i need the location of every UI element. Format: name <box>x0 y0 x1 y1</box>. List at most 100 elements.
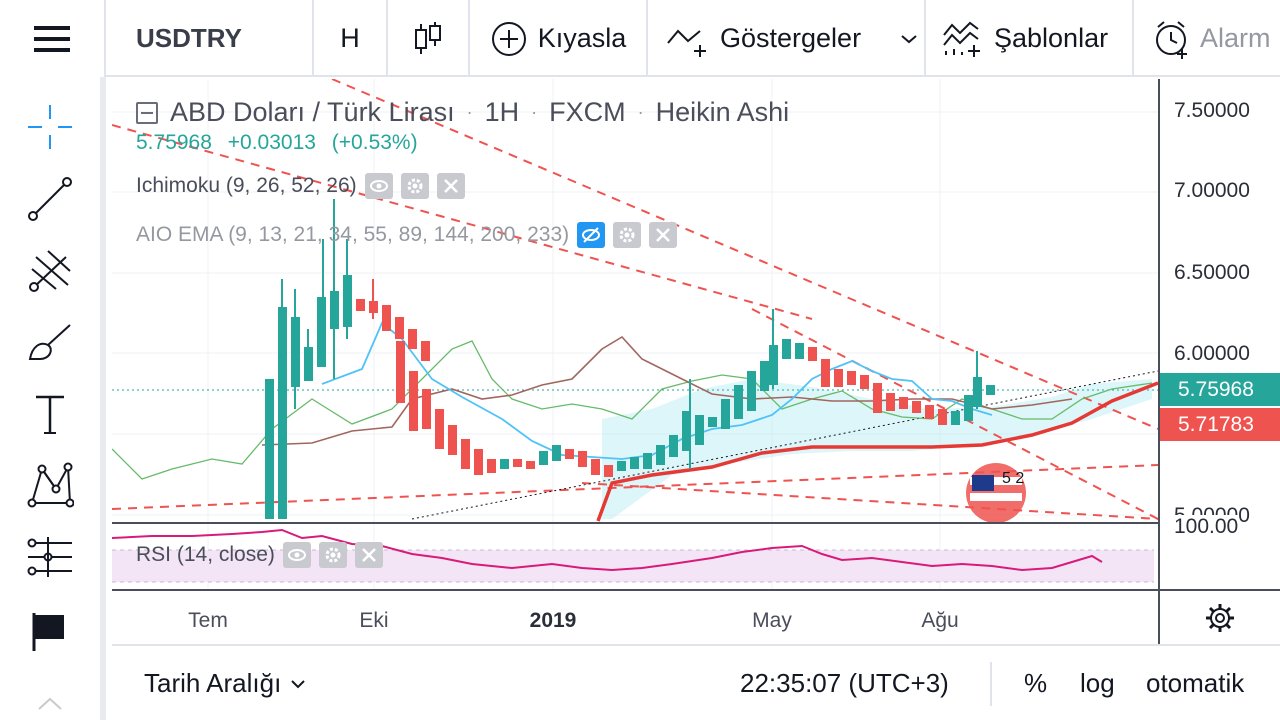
alarm-clock-icon <box>1156 20 1187 59</box>
measure-tool[interactable] <box>0 533 100 581</box>
price-axis[interactable]: 7.50000 7.00000 6.50000 6.00000 5.75968 … <box>1158 79 1280 589</box>
indicators-label: Göstergeler <box>720 23 862 53</box>
eye-icon <box>287 549 306 561</box>
bottom-bar: Tarih Aralığı 22:35:07 (UTC+3) % log oto… <box>112 644 1280 720</box>
ichimoku-base-line <box>261 335 1073 446</box>
compare-label: Kıyasla <box>537 23 627 53</box>
gear-icon <box>325 547 341 563</box>
pitchfork-tool[interactable] <box>0 245 100 293</box>
chart-legend: ABD Doları / Türk Lirası · 1H · FXCM · H… <box>112 79 1158 279</box>
rsi-line <box>112 528 1103 572</box>
chevron-up-icon <box>38 697 62 710</box>
interval-button[interactable]: H <box>314 0 388 77</box>
time-axis-label: May <box>752 609 792 632</box>
alarm-button[interactable]: Alarm <box>1134 0 1280 77</box>
scroll-up-indicator[interactable] <box>0 695 100 711</box>
main-chart-pane[interactable]: 5 2 ABD Doları / Türk Lirası · 1H · FXCM… <box>112 79 1158 589</box>
legend-separator: · <box>531 102 538 122</box>
rsi-settings-button[interactable] <box>318 542 347 568</box>
legend-chart-style: Heikin Ashi <box>655 97 790 127</box>
time-axis-label: 2019 <box>529 609 577 632</box>
templates-icon <box>943 21 980 57</box>
text-tool[interactable] <box>0 389 100 437</box>
gear-icon <box>1206 603 1234 632</box>
clock-timezone[interactable]: 22:35:07 (UTC+3) <box>740 668 949 698</box>
aio-ema-settings-button[interactable] <box>613 222 642 248</box>
ichimoku-settings-button[interactable] <box>400 173 429 199</box>
text-icon <box>36 395 64 434</box>
aio-ema-visibility-button[interactable] <box>577 222 606 248</box>
chart-settings-button[interactable] <box>1158 589 1280 644</box>
plus-circle-icon <box>491 21 526 56</box>
pattern-tool[interactable] <box>0 461 100 509</box>
measure-icon <box>27 537 72 577</box>
last-price-value: 5.75968 <box>136 131 212 154</box>
time-axis-label: Tem <box>188 609 228 632</box>
flag-tool[interactable] <box>0 607 100 655</box>
ichimoku-leading-span-b <box>596 381 1158 522</box>
time-axis-label: Eki <box>359 609 389 632</box>
crosshair-tool[interactable] <box>0 103 100 151</box>
bottom-divider <box>990 662 992 706</box>
interval-label: H <box>340 23 360 53</box>
top-toolbar: USDTRY H Kıyasla Göstergeler <box>0 0 1280 77</box>
close-icon <box>656 228 671 242</box>
brush-tool[interactable] <box>0 317 100 365</box>
collapse-legend-button[interactable] <box>136 101 158 124</box>
flag-icon <box>32 613 64 651</box>
rsi-pane[interactable]: RSI (14, close) <box>112 522 1158 588</box>
pattern-icon <box>27 462 74 508</box>
ichimoku-visibility-button[interactable] <box>364 173 393 199</box>
legend-separator: · <box>466 102 473 122</box>
alarm-label: Alarm <box>1200 23 1271 53</box>
brush-icon <box>28 324 71 360</box>
symbol-full-name: ABD Doları / Türk Lirası <box>170 97 455 127</box>
rsi-visibility-button[interactable] <box>282 542 311 568</box>
compare-button[interactable]: Kıyasla <box>470 0 648 77</box>
price-axis-label: 7.50000 <box>1174 99 1250 122</box>
aio-ema-remove-button[interactable] <box>649 222 678 248</box>
crosshair-icon <box>28 105 72 149</box>
ichimoku-conversion-line <box>321 321 993 460</box>
candle-icon <box>415 21 441 54</box>
change-value: +0.03013 <box>227 131 316 154</box>
price-chart-canvas: 5 2 <box>112 79 1158 589</box>
symbol-label: USDTRY <box>136 23 242 53</box>
menu-icon <box>34 25 70 52</box>
indicators-button[interactable]: Göstergeler <box>648 0 926 77</box>
current-price-tag: 5.75968 <box>1160 373 1280 406</box>
price-axis-label: 6.50000 <box>1174 261 1250 284</box>
rsi-axis-label: 100.00 <box>1174 515 1239 539</box>
date-range-button[interactable]: Tarih Aralığı <box>144 668 307 699</box>
rsi-remove-button[interactable] <box>354 542 383 568</box>
chart-style-button[interactable] <box>388 0 470 77</box>
rsi-legend: RSI (14, close) <box>136 542 383 568</box>
symbol-legend: ABD Doları / Türk Lirası · 1H · FXCM · H… <box>136 97 789 128</box>
templates-button[interactable]: Şablonlar <box>926 0 1134 77</box>
change-percent-value: (+0.53%) <box>331 131 418 154</box>
rsi-label: RSI (14, close) <box>136 543 275 566</box>
drawing-toolbar <box>0 77 106 720</box>
templates-label: Şablonlar <box>994 23 1109 53</box>
log-scale-toggle[interactable]: log <box>1080 668 1115 698</box>
trendline-tool[interactable] <box>0 175 100 223</box>
auto-scale-toggle[interactable]: otomatik <box>1146 668 1245 698</box>
price-axis-label: 6.00000 <box>1174 342 1250 365</box>
close-icon <box>362 548 376 562</box>
gear-icon <box>407 178 423 194</box>
indicators-icon <box>667 29 706 57</box>
legend-interval: 1H <box>484 97 520 127</box>
percent-scale-toggle[interactable]: % <box>1024 668 1048 698</box>
flag-badge-count: 5 2 <box>1002 470 1024 487</box>
chevron-down-icon <box>291 679 306 688</box>
menu-button[interactable] <box>0 0 106 77</box>
ichimoku-label: Ichimoku (9, 26, 52, 26) <box>136 174 357 197</box>
symbol-search-button[interactable]: USDTRY <box>106 0 314 77</box>
price-axis-label: 7.00000 <box>1174 179 1250 202</box>
us-flag-badge <box>966 463 1026 523</box>
time-axis[interactable]: Tem Eki 2019 May Ağu <box>112 589 1158 644</box>
eye-icon <box>369 180 388 192</box>
ichimoku-remove-button[interactable] <box>436 173 465 199</box>
legend-exchange: FXCM <box>549 97 626 127</box>
secondary-price-tag: 5.71783 <box>1160 408 1280 441</box>
